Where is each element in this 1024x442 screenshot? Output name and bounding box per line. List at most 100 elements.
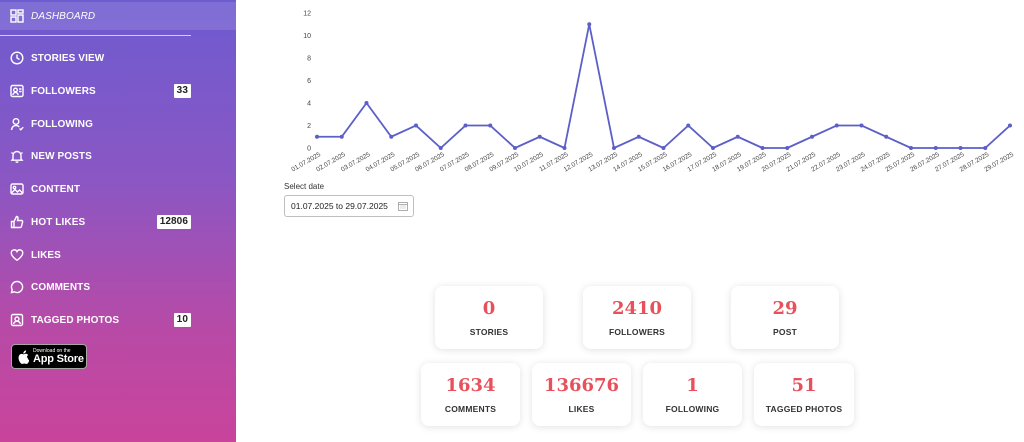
sidebar-item-label: CONTENT [31,183,81,195]
stat-value: 51 [791,375,817,396]
y-tick-label: 4 [307,101,311,108]
heart-icon [10,248,24,262]
tagged-photos-count-badge: 10 [173,313,191,327]
data-point[interactable] [612,146,616,150]
data-point[interactable] [562,146,567,150]
data-point[interactable] [834,123,839,128]
sidebar-divider [0,35,191,36]
stat-value: 2410 [611,298,663,319]
data-point[interactable] [735,134,740,139]
y-tick-label: 2 [307,123,311,130]
stat-label: POST [773,327,797,337]
hot-likes-count-badge: 12806 [156,215,191,229]
stat-card-tagged-photos: 51 TAGGED PHOTOS [754,363,854,426]
data-point[interactable] [785,146,790,150]
data-point[interactable] [686,123,691,128]
comment-icon [10,280,24,294]
followers-icon [10,84,24,98]
sidebar-item-label: DASHBOARD [31,10,96,22]
stat-label: FOLLOWERS [608,327,666,337]
data-point[interactable] [438,146,443,150]
line-chart: 02468101201.07.202502.07.202503.07.20250… [290,11,1015,174]
stat-label: LIKES [568,404,595,414]
sidebar-item-label: COMMENTS [31,281,91,293]
stat-label: TAGGED PHOTOS [765,404,843,414]
data-point[interactable] [1008,123,1012,128]
stat-value: 136676 [543,375,620,396]
sidebar-item-dashboard[interactable]: DASHBOARD [0,2,236,30]
sidebar-item-likes[interactable]: LIKES [0,241,236,269]
data-point[interactable] [339,134,344,139]
stat-card-likes: 136676 LIKES [532,363,631,426]
sidebar-item-label: NEW POSTS [31,150,92,162]
followers-count-badge: 33 [173,84,191,98]
data-point[interactable] [513,146,517,150]
sidebar-item-tagged-photos[interactable]: TAGGED PHOTOS 10 [0,306,236,334]
app-store-big-text: App Store [33,352,84,365]
stat-card-comments: 1634 COMMENTS [421,363,520,426]
sidebar-item-followers[interactable]: FOLLOWERS 33 [0,77,236,105]
y-tick-label: 8 [307,56,311,63]
date-label: Select date [284,182,325,191]
sidebar-item-content[interactable]: CONTENT [0,175,236,203]
sidebar-item-comments[interactable]: COMMENTS [0,273,236,301]
sidebar-item-label: TAGGED PHOTOS [31,314,120,326]
app-store-button[interactable]: Download on the App Store [11,344,87,369]
tag-photo-icon [10,313,24,327]
data-point[interactable] [315,134,319,139]
data-point[interactable] [859,123,864,128]
data-point[interactable] [983,146,988,150]
y-tick-label: 0 [307,146,311,153]
data-point[interactable] [636,134,641,139]
data-point[interactable] [958,146,963,150]
data-point[interactable] [884,134,889,139]
sidebar: DASHBOARD STORIES VIEW FOLLOWERS 33 FOLL… [0,0,236,442]
bell-icon [10,149,24,163]
stat-label: STORIES [469,327,509,337]
sidebar-item-label: FOLLOWING [31,118,93,130]
data-point[interactable] [537,134,542,139]
stat-value: 0 [482,298,496,319]
y-tick-label: 10 [303,33,311,40]
clock-icon [10,51,24,65]
data-point[interactable] [810,134,814,139]
data-point[interactable] [364,101,369,105]
thumbs-up-icon [10,215,24,229]
sidebar-item-label: STORIES VIEW [31,52,105,64]
series-line [317,23,1011,149]
sidebar-item-label: HOT LIKES [31,216,86,228]
dashboard-icon [10,9,24,23]
sidebar-item-new-posts[interactable]: NEW POSTS [0,142,236,170]
stat-label: FOLLOWING [665,404,720,414]
date-range-value: 01.07.2025 to 29.07.2025 [291,201,388,211]
user-icon [10,117,24,131]
y-tick-label: 12 [303,11,311,18]
data-point[interactable] [488,123,493,128]
y-tick-label: 6 [307,78,311,85]
date-range-input[interactable]: 01.07.2025 to 29.07.2025 [284,195,414,217]
data-point[interactable] [587,22,592,27]
stat-value: 1634 [445,375,496,396]
stat-card-following: 1 FOLLOWING [643,363,742,426]
app-store-small-text: Download on the [33,347,71,354]
stat-value: 1 [686,375,699,396]
stat-card-stories: 0 STORIES [435,286,543,349]
stat-value: 29 [772,298,798,319]
data-point[interactable] [909,146,913,150]
sidebar-item-label: FOLLOWERS [31,85,96,97]
image-icon [10,182,24,196]
data-point[interactable] [711,146,715,150]
data-point[interactable] [760,146,765,150]
data-point[interactable] [661,146,666,150]
data-point[interactable] [463,123,468,128]
data-point[interactable] [389,134,394,139]
data-point[interactable] [414,123,418,128]
sidebar-item-following[interactable]: FOLLOWING [0,110,236,138]
sidebar-item-label: LIKES [31,249,61,261]
sidebar-item-stories-view[interactable]: STORIES VIEW [0,44,236,72]
stat-card-post: 29 POST [731,286,839,349]
apple-icon [18,349,29,364]
calendar-icon[interactable] [398,201,408,211]
data-point[interactable] [933,146,938,150]
sidebar-item-hot-likes[interactable]: HOT LIKES 12806 [0,208,236,236]
